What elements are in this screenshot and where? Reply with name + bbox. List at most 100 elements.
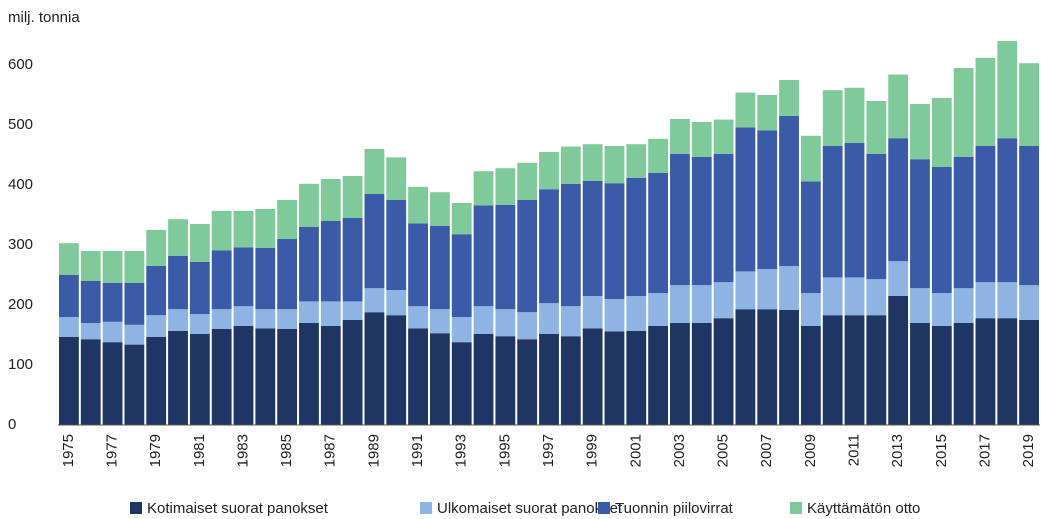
bar-segment — [277, 200, 298, 239]
bar-segment — [560, 146, 581, 184]
bar-segment — [626, 177, 647, 296]
y-axis-label: milj. tonnia — [8, 9, 80, 26]
bar-segment — [146, 336, 167, 425]
bar-segment — [779, 309, 799, 425]
bar-segment — [931, 167, 952, 293]
bar-segment — [211, 250, 232, 310]
bar-segment — [713, 119, 734, 154]
bar-segment — [560, 336, 581, 425]
bar-segment — [189, 333, 210, 425]
bar-segment — [429, 333, 450, 425]
bar-segment — [931, 98, 952, 167]
bar-segment — [211, 309, 232, 329]
bar-segment — [953, 288, 974, 323]
x-tick-label: 1995 — [496, 434, 513, 467]
bar-segment — [910, 323, 930, 425]
bar-segment — [408, 306, 428, 329]
bar-segment — [735, 309, 756, 425]
bar-segment — [691, 122, 712, 157]
bar-segment — [495, 309, 516, 337]
bar-segment — [975, 282, 996, 319]
bar-segment — [539, 189, 559, 304]
bar-segment — [386, 157, 407, 200]
bar-segment — [800, 135, 821, 182]
bar-segment — [910, 288, 930, 323]
x-tick-label: 1983 — [234, 434, 251, 467]
bar-segment — [888, 296, 909, 425]
bar-segment — [233, 247, 254, 307]
bar-segment — [539, 303, 559, 334]
y-tick-label: 200 — [8, 296, 33, 313]
bar-segment — [975, 146, 996, 283]
bar-segment — [124, 251, 145, 283]
bar-segment — [102, 251, 123, 283]
bar-segment — [189, 261, 210, 314]
x-tick-label: 2015 — [933, 434, 950, 467]
bar-segment — [517, 312, 538, 340]
bar-segment — [670, 119, 690, 154]
bar-segment — [168, 309, 188, 331]
y-tick-label: 400 — [8, 176, 33, 193]
bar-segment — [495, 204, 516, 310]
bar-segment — [604, 146, 625, 184]
legend-swatch — [598, 502, 610, 514]
bar-segment — [997, 282, 1018, 319]
bar-segment — [691, 156, 712, 286]
bar-segment — [539, 333, 559, 425]
bar-segment — [910, 104, 930, 160]
bar-segment — [604, 183, 625, 299]
bar-segment — [146, 315, 167, 337]
x-tick-label: 1997 — [540, 434, 557, 467]
bar-segment — [626, 144, 647, 178]
bar-segment — [735, 271, 756, 310]
bar-segment — [102, 321, 123, 343]
legend-label: Käyttämätön otto — [807, 500, 920, 517]
bar-segment — [451, 203, 472, 235]
x-tick-label: 1999 — [584, 434, 601, 467]
bar-segment — [1019, 285, 1039, 320]
bar-segment — [582, 144, 603, 181]
bar-segment — [713, 318, 734, 425]
bar-segment — [168, 330, 188, 425]
bar-segment — [757, 309, 778, 425]
legend-label: Kotimaiset suorat panokset — [147, 500, 329, 517]
bar-segment — [779, 116, 799, 266]
bar-segment — [277, 329, 298, 425]
bar-segment — [233, 210, 254, 248]
bar-segment — [429, 192, 450, 226]
bar-segment — [320, 326, 341, 425]
x-tick-label: 2013 — [889, 434, 906, 467]
bar-segment — [997, 318, 1018, 425]
bar-segment — [408, 186, 428, 224]
bar-segment — [320, 301, 341, 326]
bar-segment — [80, 323, 101, 340]
bar-segment — [59, 275, 79, 317]
bar-segment — [757, 269, 778, 310]
bar-segment — [473, 205, 494, 307]
bar-segment — [211, 329, 232, 425]
bar-segment — [80, 281, 101, 323]
bar-segment — [386, 200, 407, 290]
bar-segment — [560, 306, 581, 337]
bar-segment — [80, 339, 101, 425]
x-tick-label: 1985 — [278, 434, 295, 467]
x-tick-label: 1987 — [322, 434, 339, 467]
bar-segment — [255, 328, 276, 425]
x-tick-label: 2019 — [1020, 434, 1037, 467]
bar-segment — [233, 326, 254, 425]
bar-segment — [822, 277, 843, 316]
bar-segment — [713, 282, 734, 319]
bar-segment — [691, 285, 712, 323]
bar-segment — [342, 320, 363, 425]
bar-segment — [997, 138, 1018, 283]
bar-segment — [124, 282, 145, 325]
bar-segment — [582, 296, 603, 329]
bar-segment — [473, 306, 494, 334]
bar-segment — [1019, 63, 1039, 147]
bar-segment — [233, 306, 254, 326]
bar-segment — [59, 317, 79, 337]
bar-segment — [320, 221, 341, 302]
x-tick-label: 1975 — [60, 434, 77, 467]
bar-segment — [320, 179, 341, 221]
bar-segment — [277, 239, 298, 310]
